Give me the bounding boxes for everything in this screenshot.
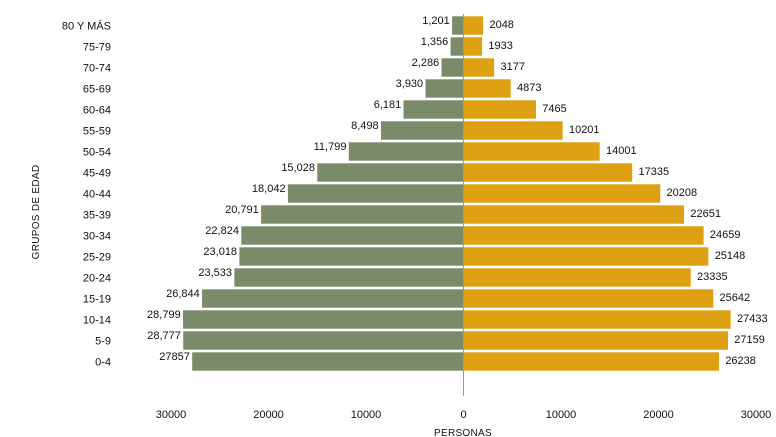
category-label: 5-9 [95,336,111,348]
category-label: 25-29 [83,252,111,264]
category-label: 80 Y MÁS [62,20,111,33]
right-data-label: 3177 [500,61,524,73]
category-label: 20-24 [83,273,111,285]
right-data-label: 27433 [737,313,768,325]
right-bar [463,204,685,225]
left-bar [201,288,464,309]
left-bar [238,246,464,267]
right-data-label: 24659 [710,229,741,241]
right-data-label: 17335 [639,166,670,178]
right-data-label: 10201 [569,124,600,136]
x-tick-label: 20000 [253,409,284,421]
category-label: 70-74 [83,63,111,75]
left-data-label: 1,201 [422,15,450,27]
left-data-label: 27857 [159,351,190,363]
left-data-label: 23,018 [203,246,237,258]
x-tick-label: 30000 [741,409,772,421]
left-bar [182,330,464,351]
right-data-label: 7465 [542,103,566,115]
x-axis-ticks: 30000 20000 10000 0 10000 20000 30000 [156,409,772,421]
category-label: 45-49 [83,168,111,180]
left-data-label: 15,028 [281,162,315,174]
right-data-label: 1933 [488,40,512,52]
left-data-label: 20,791 [225,204,259,216]
left-data-label: 2,286 [412,57,440,69]
left-bar [233,267,464,288]
right-bar [463,288,714,309]
left-bar [424,78,464,99]
right-bar [463,99,537,120]
category-label: 35-39 [83,210,111,222]
x-tick-label: 10000 [351,409,382,421]
right-data-label: 14001 [606,145,637,157]
x-axis-title: PERSONAS [434,428,492,437]
left-data-label: 18,042 [252,183,286,195]
left-bar [260,204,464,225]
left-data-label: 26,844 [166,288,200,300]
right-bar [463,15,484,36]
bars-layer [182,15,732,372]
right-data-label: 4873 [517,82,541,94]
x-tick-label: 20000 [643,409,674,421]
right-data-label: 23335 [697,271,728,283]
right-bar [463,120,564,141]
x-tick-label: 30000 [156,409,187,421]
right-data-label: 20208 [667,187,698,199]
category-label: 50-54 [83,147,111,159]
category-label: 10-14 [83,315,111,327]
category-label: 65-69 [83,84,111,96]
right-bar [463,78,512,99]
data-labels: 1,201 2048 1,356 1933 2,286 3177 3,930 4873 6,18… [147,15,768,367]
left-data-label: 28,799 [147,309,181,321]
left-bar [287,183,464,204]
left-data-label: 23,533 [198,267,232,279]
category-label: 30-34 [83,231,111,243]
category-label: 40-44 [83,189,111,201]
right-bar [463,57,495,78]
category-labels: 80 Y MÁS 75-79 70-74 65-69 60-64 55-59 50-54 45… [62,20,111,369]
right-bar [463,141,601,162]
left-bar [402,99,464,120]
left-data-label: 6,181 [374,99,402,111]
right-data-label: 26238 [725,355,756,367]
right-bar [463,183,661,204]
right-bar [463,36,483,57]
left-data-label: 28,777 [147,330,181,342]
category-label: 60-64 [83,105,111,117]
category-label: 0-4 [95,357,111,369]
x-tick-label: 10000 [546,409,577,421]
left-bar [348,141,464,162]
right-bar [463,225,705,246]
right-data-label: 22651 [690,208,721,220]
left-bar [182,309,464,330]
left-data-label: 22,824 [205,225,239,237]
right-data-label: 25148 [715,250,746,262]
left-bar [380,120,464,141]
category-label: 15-19 [83,294,111,306]
left-bar [240,225,464,246]
left-bar [316,162,464,183]
right-data-label: 27159 [734,334,765,346]
right-bar [463,162,633,183]
left-data-label: 11,799 [314,141,347,153]
category-label: 55-59 [83,126,111,138]
right-data-label: 2048 [489,19,513,31]
left-bar [449,36,464,57]
left-data-label: 1,356 [421,36,449,48]
right-bar [463,351,720,372]
left-bar [451,15,464,36]
category-label: 75-79 [83,42,111,54]
right-data-label: 25642 [720,292,751,304]
right-bar [463,246,709,267]
right-bar [463,309,732,330]
x-tick-label: 0 [460,409,466,421]
right-bar [463,330,729,351]
left-data-label: 3,930 [396,78,424,90]
right-bar [463,267,692,288]
y-axis-title: GRUPOS DE EDAD [31,165,42,260]
left-data-label: 8,498 [351,120,379,132]
left-bar [440,57,464,78]
left-bar [191,351,464,372]
